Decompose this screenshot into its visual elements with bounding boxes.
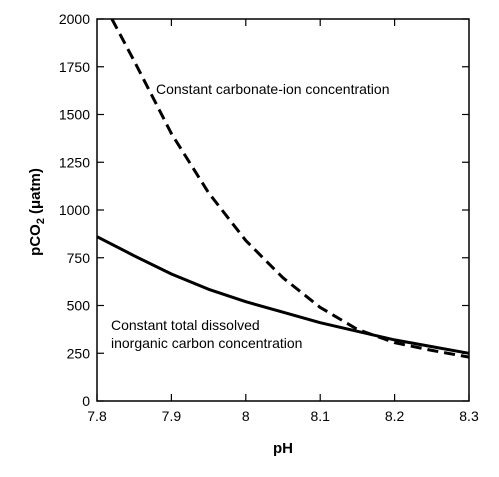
annotation-solid-line1: Constant total dissolved (111, 317, 260, 333)
y-tick-label: 1750 (59, 59, 90, 75)
series-group (96, 18, 470, 359)
x-tick-label: 7.9 (162, 408, 182, 424)
y-axis-ticks: 0 250 500 750 1000 1250 1500 1750 2000 (59, 11, 469, 409)
annotation-dashed: Constant carbonate-ion concentration (156, 81, 389, 97)
y-axis-title-unit: (μatm) (27, 168, 44, 214)
y-tick-label: 0 (82, 393, 90, 409)
x-tick-label: 8.2 (385, 408, 405, 424)
y-axis-title-main: pCO (27, 224, 44, 256)
x-tick-label: 8 (242, 408, 250, 424)
y-axis-title: pCO2 (μatm) (27, 168, 47, 256)
x-tick-label: 8.3 (459, 408, 479, 424)
x-axis-ticks: 7.8 7.9 8 8.1 8.2 8.3 (87, 19, 479, 424)
y-tick-label: 1000 (59, 202, 90, 218)
y-tick-label: 1250 (59, 154, 90, 170)
x-axis-title: pH (273, 440, 293, 457)
y-tick-label: 750 (67, 250, 91, 266)
y-tick-label: 1500 (59, 107, 90, 123)
x-tick-label: 7.8 (87, 408, 107, 424)
series-line-dashed (110, 18, 470, 359)
y-tick-label: 250 (67, 345, 91, 361)
y-tick-label: 500 (67, 298, 91, 314)
y-tick-label: 2000 (59, 11, 90, 27)
annotation-solid-line2: inorganic carbon concentration (111, 335, 302, 351)
series-line-solid (96, 235, 470, 355)
x-tick-label: 8.1 (310, 408, 330, 424)
y-axis-title-subscript: 2 (35, 218, 47, 224)
